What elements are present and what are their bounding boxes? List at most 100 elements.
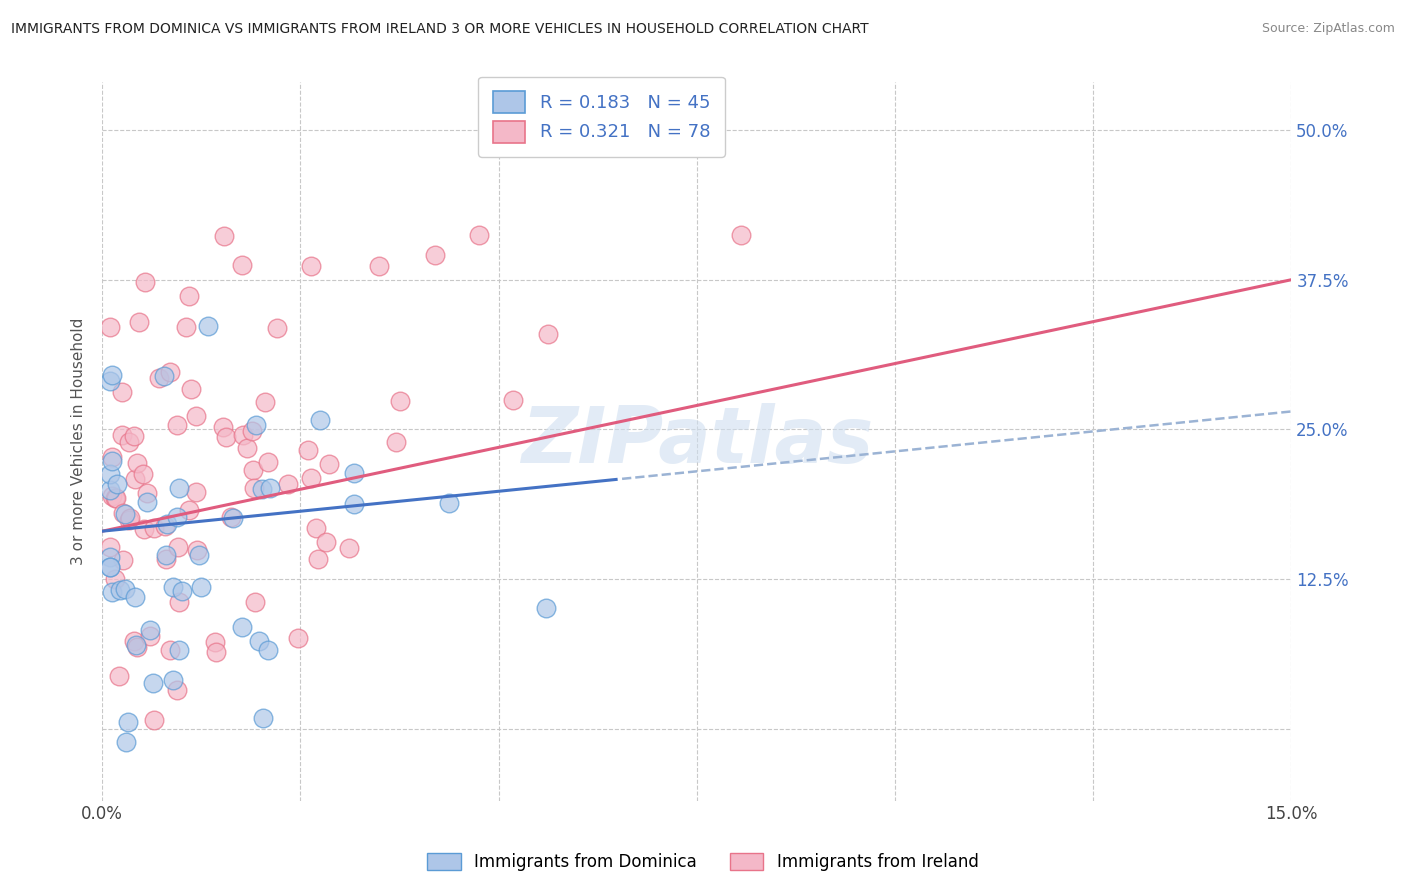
Point xyxy=(98,560,121,574)
Point xyxy=(105,476,128,491)
Point xyxy=(222,511,245,525)
Point xyxy=(184,485,207,500)
Point xyxy=(211,419,233,434)
Legend: R = 0.183   N = 45, R = 0.321   N = 78: R = 0.183 N = 45, R = 0.321 N = 78 xyxy=(478,77,725,157)
Point xyxy=(337,541,360,555)
Point xyxy=(287,631,309,645)
Point xyxy=(186,409,208,423)
Point xyxy=(100,454,122,468)
Point xyxy=(190,581,212,595)
Point xyxy=(115,735,138,749)
Point xyxy=(143,520,166,534)
Point xyxy=(114,582,136,596)
Point xyxy=(257,643,280,657)
Point xyxy=(125,457,148,471)
Point xyxy=(186,543,208,558)
Point xyxy=(108,669,131,683)
Point xyxy=(468,228,491,243)
Point xyxy=(135,486,157,500)
Point xyxy=(177,288,200,302)
Point xyxy=(242,481,264,495)
Point xyxy=(98,374,121,388)
Point xyxy=(101,585,124,599)
Point xyxy=(367,259,389,273)
Point xyxy=(245,417,267,432)
Point xyxy=(730,227,752,242)
Point xyxy=(118,435,141,450)
Point xyxy=(266,320,288,334)
Point xyxy=(98,467,121,481)
Text: IMMIGRANTS FROM DOMINICA VS IMMIGRANTS FROM IRELAND 3 OR MORE VEHICLES IN HOUSEH: IMMIGRANTS FROM DOMINICA VS IMMIGRANTS F… xyxy=(11,22,869,37)
Point xyxy=(537,326,560,341)
Point xyxy=(124,472,146,486)
Point xyxy=(148,371,170,385)
Point xyxy=(247,633,270,648)
Point xyxy=(166,510,188,524)
Point xyxy=(204,635,226,649)
Point xyxy=(231,258,253,272)
Point xyxy=(318,458,340,472)
Point xyxy=(231,620,253,634)
Point xyxy=(111,385,134,400)
Point xyxy=(259,481,281,495)
Point xyxy=(197,318,219,333)
Point xyxy=(162,580,184,594)
Point xyxy=(502,393,524,408)
Point xyxy=(180,383,202,397)
Point xyxy=(245,595,267,609)
Point xyxy=(153,518,176,533)
Point xyxy=(299,259,322,273)
Point xyxy=(385,435,408,450)
Point xyxy=(98,483,121,497)
Point xyxy=(122,633,145,648)
Point xyxy=(277,476,299,491)
Point xyxy=(253,395,276,409)
Point xyxy=(167,643,190,657)
Point xyxy=(101,450,124,465)
Point xyxy=(162,673,184,688)
Text: Source: ZipAtlas.com: Source: ZipAtlas.com xyxy=(1261,22,1395,36)
Point xyxy=(166,417,188,432)
Point xyxy=(297,443,319,458)
Point xyxy=(111,552,134,566)
Point xyxy=(343,497,366,511)
Point xyxy=(167,595,190,609)
Point xyxy=(299,471,322,485)
Point xyxy=(142,676,165,690)
Point xyxy=(117,714,139,729)
Point xyxy=(309,413,332,427)
Point xyxy=(139,624,162,638)
Point xyxy=(104,572,127,586)
Point xyxy=(159,643,181,657)
Point xyxy=(188,548,211,562)
Text: ZIPatlas: ZIPatlas xyxy=(520,403,873,479)
Point xyxy=(252,711,274,725)
Point xyxy=(240,424,263,438)
Y-axis label: 3 or more Vehicles in Household: 3 or more Vehicles in Household xyxy=(72,318,86,565)
Point xyxy=(136,494,159,508)
Point xyxy=(166,683,188,698)
Point xyxy=(232,428,254,442)
Point xyxy=(134,275,156,289)
Point xyxy=(439,496,461,510)
Point xyxy=(242,463,264,477)
Point xyxy=(139,629,162,643)
Point xyxy=(128,316,150,330)
Point xyxy=(423,248,446,262)
Point xyxy=(166,540,188,554)
Point xyxy=(122,428,145,442)
Point xyxy=(156,516,179,531)
Point xyxy=(108,582,131,597)
Point xyxy=(204,645,226,659)
Point xyxy=(215,430,238,444)
Point xyxy=(132,467,155,481)
Point xyxy=(111,427,134,442)
Point xyxy=(256,455,278,469)
Point xyxy=(177,502,200,516)
Legend: Immigrants from Dominica, Immigrants from Ireland: Immigrants from Dominica, Immigrants fro… xyxy=(419,845,987,880)
Point xyxy=(389,394,412,409)
Point xyxy=(104,491,127,505)
Point xyxy=(153,369,176,384)
Point xyxy=(98,540,121,554)
Point xyxy=(98,560,121,574)
